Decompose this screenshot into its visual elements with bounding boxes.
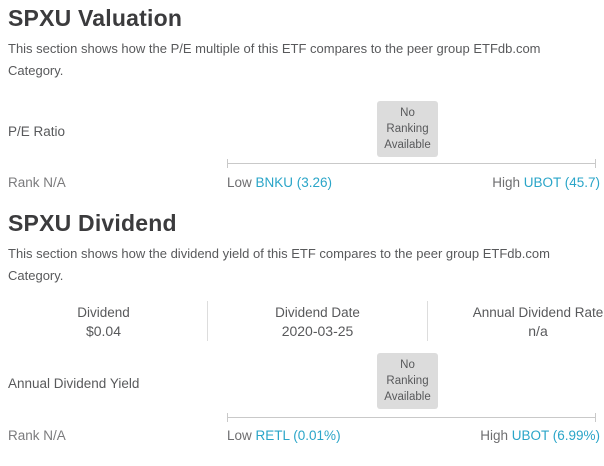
- dividend-yield-high-label: High UBOT (6.99%): [480, 428, 600, 443]
- annual-dividend-rate-stat-label: Annual Dividend Rate: [472, 305, 604, 320]
- valuation-section-description: This section shows how the P/E multiple …: [8, 41, 541, 78]
- dividend-section-title: SPXU Dividend: [8, 210, 177, 236]
- high-prefix-label: High: [480, 428, 512, 443]
- high-ticker-link[interactable]: UBOT (45.7): [523, 175, 600, 190]
- annual-dividend-rate-stat-cell: Annual Dividend Rate n/a: [428, 301, 604, 341]
- low-prefix-label: Low: [227, 175, 256, 190]
- high-ticker-link[interactable]: UBOT (6.99%): [511, 428, 600, 443]
- no-ranking-badge: No Ranking Available: [377, 353, 438, 409]
- no-ranking-badge-text: No Ranking Available: [384, 107, 431, 151]
- high-prefix-label: High: [492, 175, 524, 190]
- no-ranking-badge-text: No Ranking Available: [384, 359, 431, 403]
- no-ranking-badge: No Ranking Available: [377, 101, 438, 157]
- low-prefix-label: Low: [227, 428, 256, 443]
- pe-ratio-high-label: High UBOT (45.7): [492, 175, 600, 190]
- pe-ratio-low-label: Low BNKU (3.26): [227, 175, 332, 190]
- dividend-stat-label: Dividend: [77, 305, 130, 320]
- pe-ratio-rank-na-label: Rank N/A: [8, 175, 66, 190]
- dividend-stats-table: Dividend $0.04 Dividend Date 2020-03-25 …: [0, 301, 604, 341]
- dividend-date-stat-cell: Dividend Date 2020-03-25: [208, 301, 428, 341]
- dividend-date-stat-label: Dividend Date: [275, 305, 360, 320]
- valuation-section-title: SPXU Valuation: [8, 5, 183, 31]
- dividend-stat-value: $0.04: [85, 323, 122, 339]
- pe-ratio-rank-track: [227, 159, 596, 168]
- dividend-yield-rank-na-label: Rank N/A: [8, 428, 66, 443]
- annual-dividend-rate-stat-value: n/a: [528, 323, 548, 339]
- dividend-section-description: This section shows how the dividend yiel…: [8, 246, 550, 283]
- annual-dividend-yield-metric-label: Annual Dividend Yield: [8, 376, 140, 391]
- dividend-stat-cell: Dividend $0.04: [0, 301, 208, 341]
- dividend-date-stat-value: 2020-03-25: [281, 323, 354, 339]
- low-ticker-link[interactable]: RETL (0.01%): [255, 428, 341, 443]
- dividend-yield-low-label: Low RETL (0.01%): [227, 428, 341, 443]
- pe-ratio-metric-label: P/E Ratio: [8, 124, 66, 139]
- low-ticker-link[interactable]: BNKU (3.26): [255, 175, 333, 190]
- dividend-yield-rank-track: [227, 413, 596, 422]
